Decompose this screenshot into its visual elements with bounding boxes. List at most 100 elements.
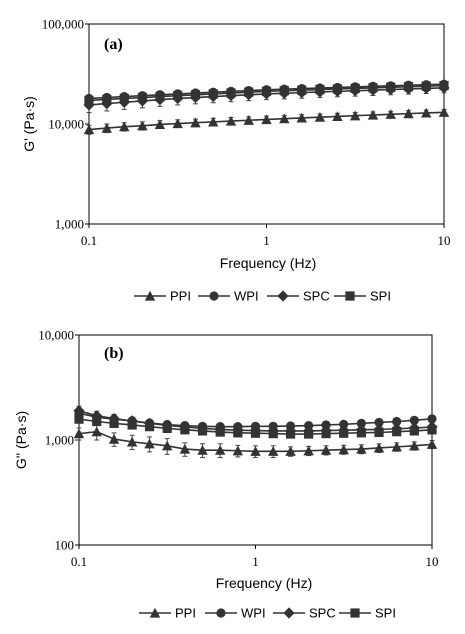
data-point [102, 94, 112, 105]
data-point [427, 425, 437, 435]
data-point [215, 444, 226, 455]
data-point [403, 82, 414, 92]
series-ppi [83, 107, 450, 135]
legend-item-spc: SPC [267, 289, 330, 304]
data-point [367, 109, 379, 120]
data-point [426, 439, 438, 449]
series-ppi [73, 424, 438, 459]
data-point [268, 429, 278, 439]
x-tick-label: 10 [438, 233, 451, 248]
legend-marker [345, 291, 355, 301]
data-point [332, 84, 343, 94]
data-point [421, 81, 431, 91]
data-point [73, 428, 85, 439]
chart-panel-b: (b) G'' (Pa·s) Frequency (Hz) 1001,00010… [13, 328, 439, 621]
x-tick-label: 1 [263, 233, 270, 248]
legend: PPI WPI SPC SPI [139, 606, 396, 621]
data-point [350, 83, 360, 93]
data-point [374, 427, 384, 438]
legend-marker [350, 608, 360, 618]
legend-label: SPI [370, 289, 391, 304]
x-axis-label: Frequency (Hz) [216, 575, 312, 591]
y-tick-label: 100,000 [42, 17, 84, 32]
legend-marker [277, 290, 289, 302]
data-point [197, 426, 208, 436]
data-point [144, 422, 155, 432]
chart-panel-a: (a) G' (Pa·s) Frequency (Hz) 1,000 10,000… [21, 17, 451, 304]
legend-label: SPC [309, 606, 336, 621]
legend-label: WPI [241, 606, 266, 621]
data-point [180, 425, 190, 435]
legend-item-ppi: PPI [134, 289, 191, 304]
data-point [84, 95, 94, 106]
data-point [386, 82, 396, 92]
series-spi [84, 81, 449, 106]
data-point [339, 428, 349, 438]
data-point [392, 416, 402, 427]
data-point [190, 90, 201, 100]
data-point [197, 444, 208, 455]
data-point [392, 427, 402, 437]
data-point [74, 414, 84, 424]
legend-marker [144, 290, 156, 301]
data-point [179, 443, 191, 454]
legend: PPI WPI SPC SPI [134, 289, 391, 304]
legend-item-ppi: PPI [139, 606, 196, 621]
data-point [421, 107, 432, 118]
data-point [101, 122, 113, 133]
legend-label: PPI [170, 289, 191, 304]
y-tick-label: 100 [55, 538, 75, 553]
data-point [356, 428, 366, 438]
data-point [137, 92, 148, 103]
x-tick-label: 1 [252, 554, 259, 569]
data-point [73, 405, 85, 417]
data-point [279, 86, 289, 96]
data-point [314, 111, 326, 122]
data-point [349, 110, 361, 121]
legend-label: SPI [375, 606, 396, 621]
legend-marker [283, 607, 295, 619]
data-point [409, 440, 420, 451]
data-point [137, 120, 148, 131]
data-point [427, 414, 437, 424]
data-point [279, 113, 290, 124]
data-point [385, 109, 396, 119]
data-point [144, 438, 155, 449]
x-tick-label: 0.1 [71, 554, 87, 569]
legend-item-spi: SPI [334, 289, 391, 304]
legend-marker [216, 608, 226, 618]
data-point [304, 429, 314, 439]
data-point [285, 429, 296, 439]
panel-label: (b) [104, 345, 124, 362]
data-point [173, 91, 183, 101]
y-tick-label: 10,000 [38, 328, 74, 343]
data-point [154, 119, 166, 130]
data-point [321, 429, 331, 439]
data-point [409, 426, 419, 436]
data-point [391, 441, 402, 452]
data-point [172, 118, 183, 129]
data-point [409, 415, 419, 425]
data-point [232, 445, 244, 456]
x-tick-label: 10 [426, 554, 439, 569]
data-point [320, 444, 332, 455]
data-point [155, 91, 165, 102]
legend-label: PPI [175, 606, 196, 621]
data-point [190, 117, 201, 128]
legend-label: SPC [303, 289, 330, 304]
legend-marker [209, 291, 219, 301]
data-point [83, 124, 95, 135]
y-tick-label: 1,000 [55, 217, 84, 232]
legend-item-wpi: WPI [198, 289, 259, 304]
data-point [332, 111, 343, 122]
legend-item-spi: SPI [339, 606, 396, 621]
data-point [356, 443, 367, 454]
data-point [315, 84, 325, 95]
data-point [303, 445, 314, 456]
series-spi [74, 414, 437, 439]
series-group [73, 405, 438, 459]
data-point [126, 436, 138, 447]
data-point [92, 416, 102, 427]
y-tick-label: 10,000 [48, 117, 84, 132]
